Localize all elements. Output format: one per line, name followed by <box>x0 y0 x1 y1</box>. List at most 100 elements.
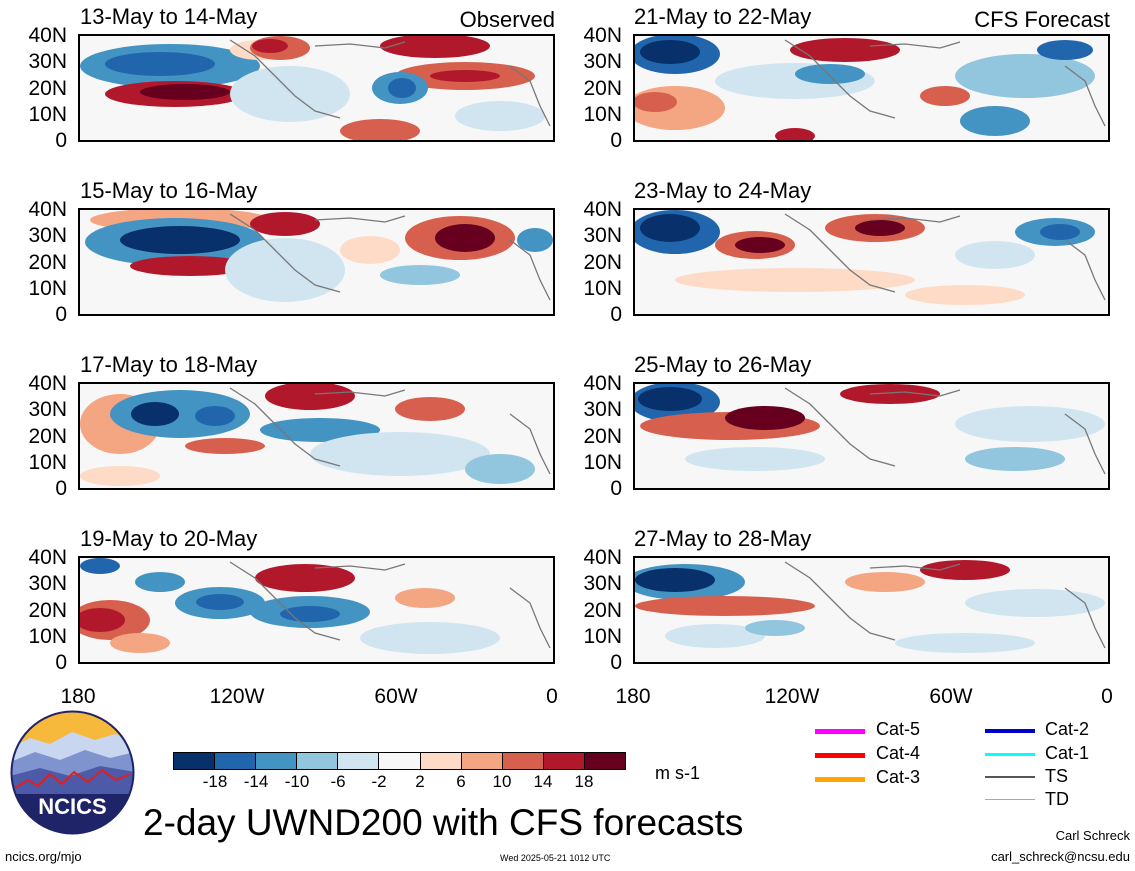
y-tick-label: 30N <box>28 572 67 595</box>
colorbar-segment <box>296 753 338 769</box>
logo-text: NCICS <box>38 794 106 819</box>
y-tick-label: 40N <box>28 24 67 47</box>
legend-swatch-cat1 <box>985 753 1035 756</box>
y-tick-label: 30N <box>583 398 622 421</box>
y-tick-label: 30N <box>28 224 67 247</box>
legend-label-cat3: Cat-3 <box>876 767 921 787</box>
colorbar-label: -6 <box>330 772 346 791</box>
y-tick-label: 30N <box>583 224 622 247</box>
panel-title-right-1: 21-May to 22-May <box>634 4 812 29</box>
y-tick-label: 30N <box>28 50 67 73</box>
y-tick-label: 40N <box>28 546 67 569</box>
timestamp: Wed 2025-05-21 1012 UTC <box>500 853 611 863</box>
x-tick-label: 0 <box>1101 685 1113 708</box>
panel-title-left-3: 17-May to 18-May <box>80 352 258 377</box>
y-tick-label: 20N <box>28 251 67 274</box>
legend-swatch-cat3 <box>815 777 865 782</box>
colorbar-label: -14 <box>243 772 269 791</box>
ncics-logo: NCICS <box>10 710 135 835</box>
colorbar-label: -2 <box>371 772 387 791</box>
map-panel-forecast-4 <box>633 556 1110 664</box>
colorbar-segment <box>542 753 584 769</box>
map-panel-forecast-2 <box>633 208 1110 316</box>
colorbar-segment <box>419 753 461 769</box>
colorbar-segment <box>337 753 379 769</box>
observed-label: Observed <box>459 7 555 32</box>
y-tick-label: 40N <box>583 546 622 569</box>
figure-title: 2-day UWND200 with CFS forecasts <box>143 802 744 843</box>
colorbar-label: 18 <box>574 772 594 791</box>
colorbar-label: -18 <box>202 772 228 791</box>
panel-title-left-4: 19-May to 20-May <box>80 526 258 551</box>
y-tick-label: 0 <box>610 651 622 674</box>
colorbar-segment <box>174 753 215 769</box>
author-email[interactable]: carl_schreck@ncsu.edu <box>991 849 1130 864</box>
y-tick-label: 40N <box>583 372 622 395</box>
y-tick-label: 20N <box>583 425 622 448</box>
y-tick-label: 0 <box>55 477 67 500</box>
y-tick-label: 20N <box>583 251 622 274</box>
map-panel-observed-1 <box>78 34 555 142</box>
y-tick-label: 40N <box>583 198 622 221</box>
y-tick-label: 10N <box>28 625 67 648</box>
colorbar-segment <box>460 753 502 769</box>
panel-title-right-4: 27-May to 28-May <box>634 526 812 551</box>
colorbar-label: 6 <box>456 772 466 791</box>
y-tick-label: 0 <box>610 129 622 152</box>
x-tick-label: 0 <box>546 685 558 708</box>
map-panel-forecast-1 <box>633 34 1110 142</box>
y-tick-label: 10N <box>583 103 622 126</box>
map-panel-observed-2 <box>78 208 555 316</box>
y-tick-label: 0 <box>610 303 622 326</box>
y-tick-label: 10N <box>583 625 622 648</box>
y-tick-label: 10N <box>28 277 67 300</box>
y-tick-label: 40N <box>28 372 67 395</box>
legend-label-ts: TS <box>1045 766 1069 786</box>
y-tick-label: 20N <box>28 77 67 100</box>
x-tick-label: 60W <box>929 685 973 708</box>
y-tick-label: 10N <box>28 103 67 126</box>
map-panel-observed-3 <box>78 382 555 490</box>
y-tick-label: 20N <box>28 425 67 448</box>
colorbar-units: m s-1 <box>655 763 700 783</box>
colorbar-segment <box>214 753 256 769</box>
colorbar-label: 2 <box>415 772 425 791</box>
y-tick-label: 0 <box>55 303 67 326</box>
x-tick-label: 120W <box>209 685 265 708</box>
y-tick-label: 30N <box>583 572 622 595</box>
y-tick-label: 40N <box>583 24 622 47</box>
legend-label-cat4: Cat-4 <box>876 743 921 763</box>
colorbar-segment <box>255 753 297 769</box>
y-tick-label: 20N <box>583 599 622 622</box>
colorbar <box>173 752 626 770</box>
y-tick-label: 20N <box>583 77 622 100</box>
y-tick-label: 0 <box>55 651 67 674</box>
panel-title-right-2: 23-May to 24-May <box>634 178 812 203</box>
y-tick-label: 10N <box>583 451 622 474</box>
legend-label-td: TD <box>1045 789 1069 809</box>
x-tick-label: 180 <box>615 685 651 708</box>
x-tick-label: 60W <box>374 685 418 708</box>
legend-swatch-cat4 <box>815 753 865 758</box>
legend-swatch-td <box>985 799 1035 800</box>
y-tick-label: 10N <box>28 451 67 474</box>
panel-title-left-2: 15-May to 16-May <box>80 178 258 203</box>
colorbar-label: -10 <box>284 772 310 791</box>
colorbar-label: 14 <box>533 772 553 791</box>
legend-label-cat2: Cat-2 <box>1045 719 1090 739</box>
legend-swatch-ts <box>985 776 1035 778</box>
colorbar-segment <box>501 753 543 769</box>
legend-swatch-cat2 <box>985 729 1035 733</box>
legend-swatch-cat5 <box>815 729 865 734</box>
author-name: Carl Schreck <box>1055 828 1130 843</box>
map-panel-observed-4 <box>78 556 555 664</box>
y-tick-label: 30N <box>583 50 622 73</box>
y-tick-label: 0 <box>55 129 67 152</box>
colorbar-segment <box>583 753 626 769</box>
y-tick-label: 0 <box>610 477 622 500</box>
y-tick-label: 40N <box>28 198 67 221</box>
panel-title-right-3: 25-May to 26-May <box>634 352 812 377</box>
panel-title-left-1: 13-May to 14-May <box>80 4 258 29</box>
legend-label-cat5: Cat-5 <box>876 719 921 739</box>
site-url[interactable]: ncics.org/mjo <box>5 849 82 864</box>
